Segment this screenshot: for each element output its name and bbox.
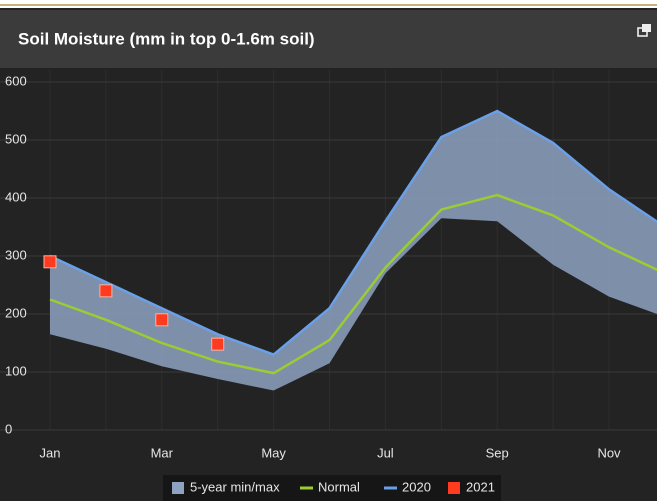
marker [99,284,113,298]
legend-label: Normal [318,479,360,494]
y-tick-label: 300 [5,247,27,262]
marker [211,337,225,351]
x-tick-label: Sep [486,445,509,460]
min-max-band [50,111,657,391]
popout-icon[interactable] [637,24,651,37]
marker [43,255,57,269]
y-tick-label: 0 [5,421,12,436]
x-tick-label: May [261,445,286,460]
x-tick-label: Mar [151,445,174,460]
marker [155,313,169,327]
legend-swatch [172,482,184,494]
y-tick-label: 200 [5,305,27,320]
series-line [49,193,657,375]
header [0,10,657,68]
y-tick-label: 600 [5,73,27,88]
y-tick-label: 400 [5,189,27,204]
series-line [49,109,657,357]
top-border [0,4,657,6]
legend-label: 5-year min/max [190,479,280,494]
x-tick-label: Nov [597,445,621,460]
y-tick-label: 100 [5,363,27,378]
legend-bg [163,475,501,501]
legend-label: 2020 [402,479,431,494]
x-tick-label: Jul [377,445,394,460]
plot [0,70,657,431]
icon-part [642,24,651,32]
legend-label: 2021 [466,479,495,494]
legend-swatch [448,482,460,494]
chart-title: Soil Moisture (mm in top 0-1.6m soil) [18,29,315,48]
y-tick-label: 500 [5,131,27,146]
x-tick-label: Jan [40,445,61,460]
